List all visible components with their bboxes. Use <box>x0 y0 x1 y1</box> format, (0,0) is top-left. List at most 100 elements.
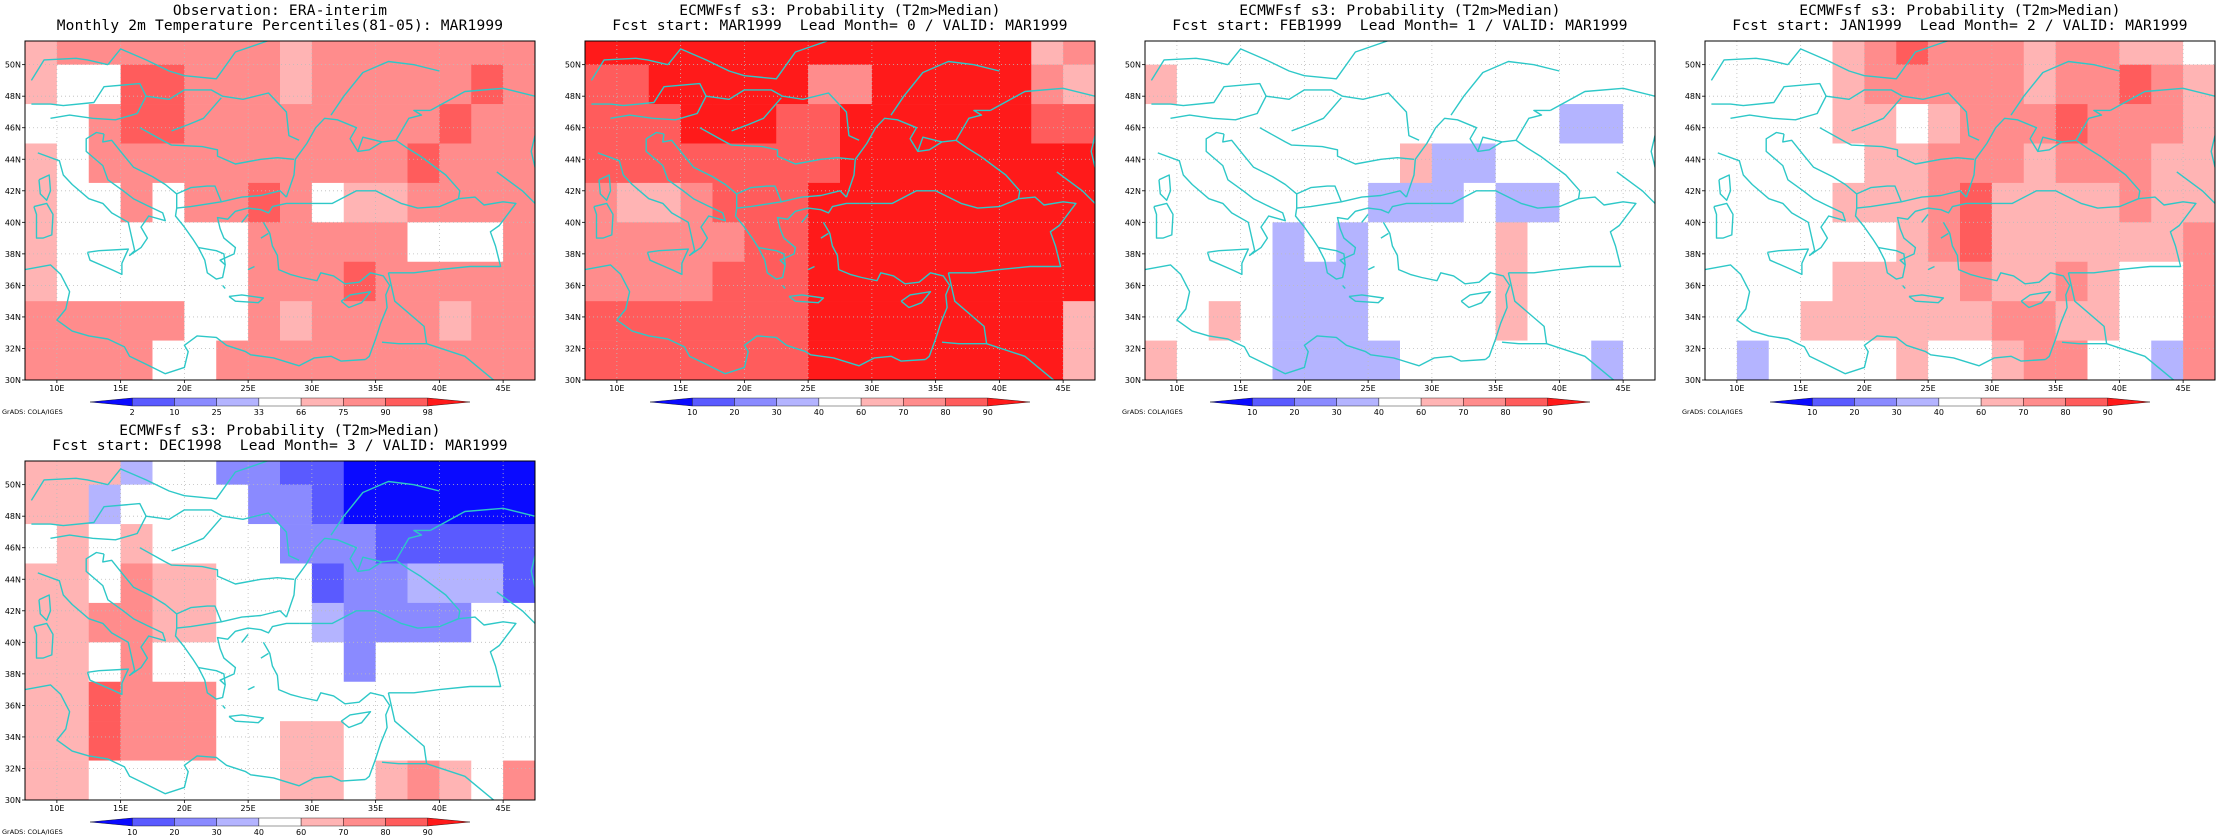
data-cell <box>503 340 535 380</box>
data-cell <box>1768 261 1801 302</box>
data-cell <box>1463 41 1496 65</box>
data-cell <box>1705 104 1738 144</box>
data-cell <box>1705 64 1738 105</box>
data-cell <box>216 104 249 144</box>
data-cell <box>1431 261 1465 302</box>
colorbar-label: 98 <box>423 408 433 417</box>
colorbar-swatch <box>1378 397 1422 407</box>
data-cell <box>120 524 153 564</box>
colorbar-label: 20 <box>1289 408 1299 417</box>
data-cell <box>840 301 873 341</box>
coastline <box>357 136 383 152</box>
data-cell <box>248 484 281 525</box>
coastline <box>2106 343 2175 380</box>
data-cell <box>56 681 90 722</box>
data-cell <box>184 721 217 761</box>
coastline <box>2110 87 2215 112</box>
grid-cells <box>585 41 1095 380</box>
lat-tick-label: 50N <box>1125 61 1141 70</box>
data-cell <box>1208 222 1241 263</box>
data-cell <box>967 182 1000 223</box>
coastline <box>1170 89 1420 141</box>
data-cell <box>407 222 440 263</box>
data-cell <box>375 261 408 302</box>
data-cell <box>343 602 376 643</box>
data-cell <box>1736 182 1770 223</box>
lat-tick-label: 30N <box>1125 376 1141 385</box>
lat-tick-label: 40N <box>565 218 581 227</box>
data-cell <box>25 182 58 223</box>
lon-tick-label: 40E <box>992 384 1007 393</box>
map-panel-lead1: ECMWFsf s3: Probability (T2m>Median) Fcs… <box>1120 0 1680 420</box>
data-cell <box>88 484 121 525</box>
data-cell <box>967 143 1000 184</box>
data-cell <box>280 261 313 302</box>
data-cell <box>1368 104 1401 144</box>
lon-tick-label: 25E <box>1361 384 1376 393</box>
data-cell <box>1431 104 1465 144</box>
data-cell <box>25 602 58 643</box>
data-cell <box>280 642 313 683</box>
data-cell <box>1495 41 1528 65</box>
data-cell <box>1591 104 1624 144</box>
data-cell <box>1145 182 1178 223</box>
data-cell <box>1031 64 1064 105</box>
coastline <box>1730 89 1980 141</box>
data-cell <box>616 104 650 144</box>
lat-tick-label: 30N <box>5 796 21 805</box>
data-cell <box>471 64 504 105</box>
data-cell <box>1928 301 1961 341</box>
data-cell <box>503 524 535 564</box>
data-cell <box>407 563 440 604</box>
lon-tick-label: 15E <box>1793 384 1808 393</box>
data-cell <box>616 222 650 263</box>
data-cell <box>1768 301 1801 341</box>
data-cell <box>343 41 376 65</box>
grid-cells <box>1145 41 1655 380</box>
data-cell <box>1063 340 1095 380</box>
data-cell <box>585 261 618 302</box>
data-cell <box>503 222 535 263</box>
colorbar-swatch <box>1896 397 1940 407</box>
coastline <box>330 60 440 116</box>
data-cell <box>375 484 408 525</box>
data-cell <box>280 721 313 761</box>
data-cell <box>25 524 58 564</box>
coastline <box>1318 246 1346 265</box>
data-cell <box>1864 222 1897 263</box>
colorbar-swatch <box>945 397 988 407</box>
data-cell <box>375 104 408 144</box>
data-cell <box>776 104 809 144</box>
lon-tick-label: 15E <box>1233 384 1248 393</box>
data-cell <box>1063 64 1095 105</box>
data-cell <box>152 721 185 761</box>
data-cell <box>1031 104 1064 144</box>
data-cell <box>1623 222 1655 263</box>
coastline <box>1921 213 1929 223</box>
lat-tick-label: 36N <box>5 701 21 710</box>
coastline <box>610 89 860 141</box>
coastline <box>1713 202 1734 239</box>
data-cell <box>1495 64 1528 105</box>
data-cell <box>88 104 121 144</box>
data-cell <box>871 64 905 105</box>
lon-tick-label: 15E <box>113 384 128 393</box>
data-cell <box>1896 301 1929 341</box>
data-cell <box>1559 104 1592 144</box>
data-cell <box>1736 143 1770 184</box>
data-cell <box>152 143 185 184</box>
data-cell <box>2087 143 2120 184</box>
data-cell <box>585 143 618 184</box>
data-cell <box>1832 143 1865 184</box>
data-cell <box>1272 143 1305 184</box>
lat-tick-label: 44N <box>1125 155 1141 164</box>
coastline <box>1650 135 1655 169</box>
colorbar-swatch <box>1769 397 1813 407</box>
lon-tick-label: 25E <box>241 804 256 813</box>
lat-tick-label: 50N <box>1685 61 1701 70</box>
colorbar-label: 40 <box>1934 408 1944 417</box>
coastline <box>262 221 391 361</box>
data-cell <box>808 340 841 380</box>
data-cell <box>871 261 905 302</box>
data-cell <box>1864 340 1897 380</box>
